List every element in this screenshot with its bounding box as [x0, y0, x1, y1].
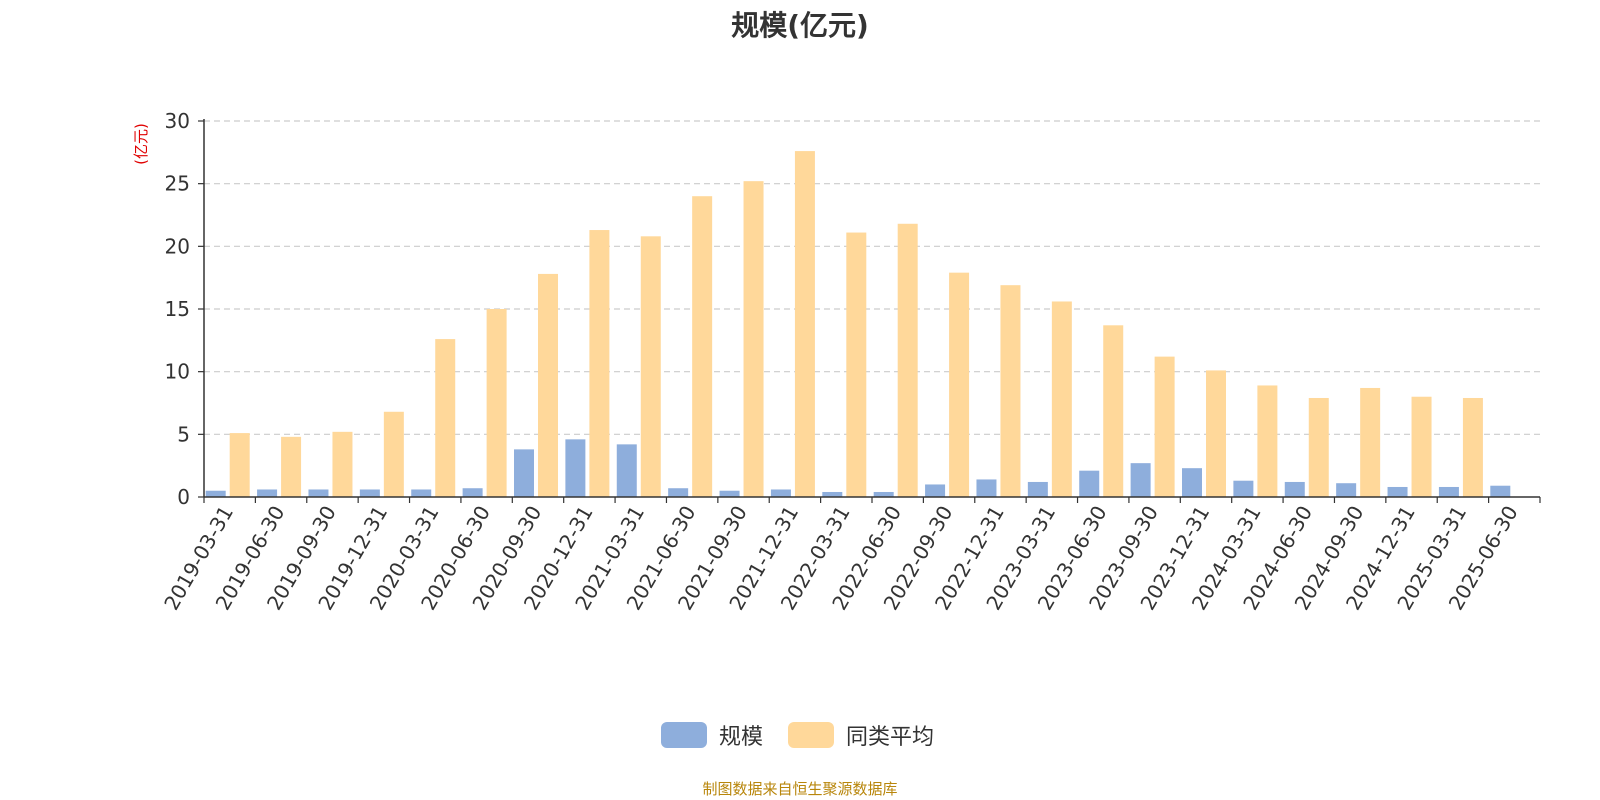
bar-scale: [411, 489, 432, 497]
bar-peer-average: [332, 431, 353, 497]
source-note: 制图数据来自恒生聚源数据库: [702, 780, 898, 798]
bar-scale: [873, 491, 894, 497]
bar-scale: [1284, 481, 1305, 497]
chart-title: 规模(亿元): [731, 9, 869, 42]
bar-scale: [565, 439, 586, 497]
bar-peer-average: [281, 436, 302, 497]
bar-peer-average: [692, 196, 713, 497]
y-tick-label: 20: [165, 234, 190, 258]
bar-peer-average: [1257, 385, 1278, 497]
bar-scale: [770, 489, 791, 497]
gridlines: [204, 120, 1540, 435]
bar-scale: [1079, 470, 1100, 497]
bar-peer-average: [949, 272, 970, 497]
bar-scale: [462, 488, 483, 497]
bar-scale: [308, 489, 329, 497]
bar-scale: [1233, 480, 1254, 497]
bar-peer-average: [589, 230, 610, 498]
bar-peer-average: [1462, 397, 1483, 497]
legend-swatch-scale: [661, 722, 707, 748]
bar-scale: [1336, 483, 1357, 497]
bars: [205, 151, 1511, 498]
bar-peer-average: [897, 223, 918, 498]
bar-scale: [616, 444, 637, 497]
bar-peer-average: [486, 309, 507, 497]
bar-scale: [1490, 485, 1511, 497]
bar-scale: [925, 484, 946, 497]
bar-peer-average: [1000, 285, 1021, 497]
legend-swatch-peer-average: [788, 722, 834, 748]
y-tick-label: 5: [177, 422, 190, 446]
bar-scale: [205, 490, 226, 497]
bar-peer-average: [229, 433, 250, 497]
bar-peer-average: [794, 151, 815, 497]
bar-peer-average: [435, 339, 456, 497]
bar-scale: [1438, 486, 1459, 497]
bar-scale: [1027, 481, 1048, 497]
bar-scale: [822, 491, 843, 497]
bar-peer-average: [1360, 387, 1381, 497]
y-tick-label: 10: [165, 360, 190, 384]
bar-peer-average: [1206, 370, 1226, 497]
bar-scale: [976, 479, 997, 497]
bar-peer-average: [538, 273, 558, 497]
bar-peer-average: [846, 232, 867, 497]
bar-peer-average: [1154, 356, 1175, 497]
bar-peer-average: [1411, 396, 1432, 497]
y-axis-label: (亿元): [132, 123, 150, 165]
bar-peer-average: [383, 411, 404, 497]
bar-scale: [668, 488, 689, 497]
bar-scale: [257, 489, 278, 497]
bar-peer-average: [640, 236, 661, 497]
legend: 规模 同类平均: [661, 722, 934, 750]
y-tick-label: 15: [165, 297, 190, 321]
bar-peer-average: [1308, 397, 1329, 497]
bar-peer-average: [1103, 325, 1124, 497]
bar-scale: [1387, 486, 1408, 497]
bar-scale: [1130, 463, 1151, 497]
legend-label-scale: 规模: [719, 725, 763, 750]
bar-scale: [359, 489, 380, 497]
bar-chart: 0510152025302019-03-312019-06-302019-09-…: [132, 109, 1541, 750]
bar-peer-average: [1051, 301, 1072, 497]
bar-scale: [1182, 468, 1202, 497]
legend-label-peer-average: 同类平均: [846, 725, 934, 750]
bar-peer-average: [743, 181, 764, 497]
bar-scale: [719, 490, 740, 497]
y-tick-label: 0: [177, 485, 190, 509]
y-tick-label: 25: [165, 172, 190, 196]
y-tick-label: 30: [165, 109, 190, 133]
bar-scale: [514, 449, 534, 497]
